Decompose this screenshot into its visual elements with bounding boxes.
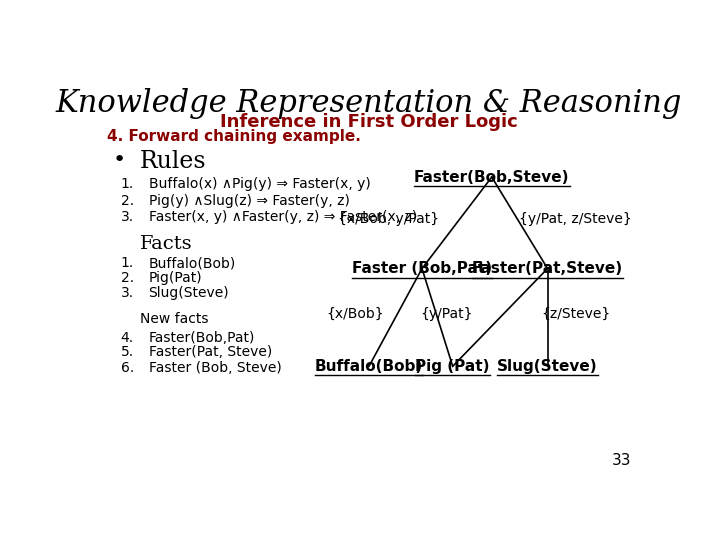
- Text: Pig(Pat): Pig(Pat): [148, 271, 202, 285]
- Text: •: •: [112, 150, 125, 170]
- Text: 4.: 4.: [121, 331, 134, 345]
- Text: 6.: 6.: [121, 361, 134, 375]
- Text: Buffalo(Bob): Buffalo(Bob): [148, 256, 236, 270]
- Text: Knowledge Representation & Reasoning: Knowledge Representation & Reasoning: [56, 87, 682, 119]
- Text: 1.: 1.: [121, 177, 134, 191]
- Text: 33: 33: [612, 453, 631, 468]
- Text: Inference in First Order Logic: Inference in First Order Logic: [220, 113, 518, 131]
- Text: Faster(Bob,Steve): Faster(Bob,Steve): [414, 170, 570, 185]
- Text: {y/Pat, z/Steve}: {y/Pat, z/Steve}: [519, 212, 632, 226]
- Text: New facts: New facts: [140, 312, 209, 326]
- Text: 5.: 5.: [121, 346, 134, 360]
- Text: {z/Steve}: {z/Steve}: [541, 307, 610, 321]
- Text: 3.: 3.: [121, 210, 134, 224]
- Text: Buffalo(x) ∧Pig(y) ⇒ Faster(x, y): Buffalo(x) ∧Pig(y) ⇒ Faster(x, y): [148, 177, 370, 191]
- Text: 4. Forward chaining example.: 4. Forward chaining example.: [107, 129, 361, 144]
- Text: {y/Pat}: {y/Pat}: [420, 307, 472, 321]
- Text: {x/Bob}: {x/Bob}: [326, 307, 384, 321]
- Text: Faster(Bob,Pat): Faster(Bob,Pat): [148, 331, 255, 345]
- Text: Pig(y) ∧Slug(z) ⇒ Faster(y, z): Pig(y) ∧Slug(z) ⇒ Faster(y, z): [148, 194, 349, 208]
- Text: 1.: 1.: [121, 256, 134, 270]
- Text: Slug(Steve): Slug(Steve): [148, 286, 229, 300]
- Text: Buffalo(Bob): Buffalo(Bob): [315, 359, 423, 374]
- Text: 3.: 3.: [121, 286, 134, 300]
- Text: {x/Bob, y/Pat}: {x/Bob, y/Pat}: [338, 212, 439, 226]
- Text: Rules: Rules: [140, 150, 207, 173]
- Text: Faster(x, y) ∧Faster(y, z) ⇒ Faster(x, z): Faster(x, y) ∧Faster(y, z) ⇒ Faster(x, z…: [148, 210, 417, 224]
- Text: Faster (Bob,Pat): Faster (Bob,Pat): [352, 261, 492, 276]
- Text: Faster(Pat,Steve): Faster(Pat,Steve): [472, 261, 623, 276]
- Text: Facts: Facts: [140, 235, 193, 253]
- Text: 2.: 2.: [121, 271, 134, 285]
- Text: Pig (Pat): Pig (Pat): [415, 359, 490, 374]
- Text: 2.: 2.: [121, 194, 134, 208]
- Text: Slug(Steve): Slug(Steve): [498, 359, 598, 374]
- Text: Faster(Pat, Steve): Faster(Pat, Steve): [148, 346, 272, 360]
- Text: Faster (Bob, Steve): Faster (Bob, Steve): [148, 361, 282, 375]
